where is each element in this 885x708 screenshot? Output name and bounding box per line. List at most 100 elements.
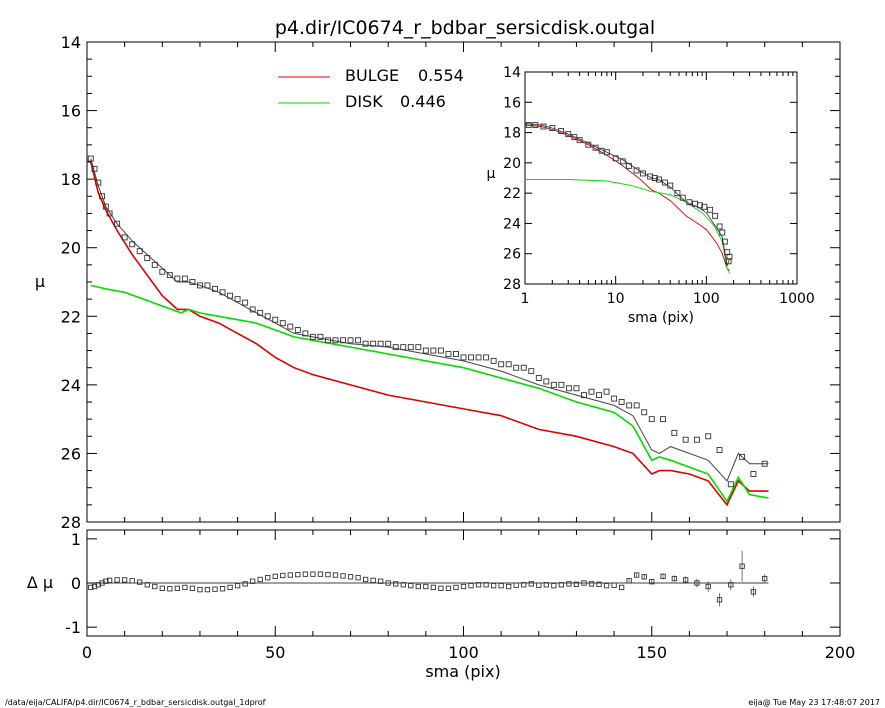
residual-data-point <box>114 577 120 583</box>
main-data-point <box>189 279 196 285</box>
main-data-point <box>543 378 550 385</box>
main-data-point <box>151 261 158 268</box>
residual-data-point <box>325 571 331 578</box>
main-data-point <box>392 344 399 351</box>
inset-xtick-label: 100 <box>693 291 720 307</box>
inset-data-point <box>633 167 640 174</box>
main-data-point <box>611 395 618 402</box>
main-data-point <box>355 337 362 344</box>
residual-data-point <box>265 575 271 581</box>
residual-data-point <box>174 585 181 591</box>
main-data-point <box>106 210 113 217</box>
residual-xtick-label: 150 <box>636 643 667 662</box>
main-data-point <box>129 241 136 248</box>
main-data-point <box>437 347 444 354</box>
legend-bulge-label: BULGE <box>345 66 399 85</box>
residual-data-point <box>144 582 150 588</box>
inset-xtick-label: 1000 <box>779 291 815 307</box>
main-data-point <box>520 364 527 371</box>
main-data-point <box>596 392 602 399</box>
main-data-point <box>121 234 128 241</box>
main-data-point <box>159 268 166 275</box>
main-data-point <box>588 388 595 395</box>
residual-data-point <box>242 581 248 587</box>
main-data-point <box>483 354 490 361</box>
inset-data-point <box>592 144 599 151</box>
residual-data-point <box>694 580 700 586</box>
main-data-point <box>626 402 633 409</box>
residual-data-point <box>121 577 128 583</box>
main-data-point <box>166 272 173 279</box>
residual-data-point <box>581 580 587 586</box>
inset-ytick-label: 28 <box>503 277 521 293</box>
residual-data-point <box>152 583 158 590</box>
residual-ytick-label: 1 <box>71 530 81 549</box>
main-ytick-label: 20 <box>61 239 81 258</box>
residual-data-point <box>596 581 602 587</box>
inset-data-point <box>721 238 728 245</box>
chart-title: p4.dir/IC0674_r_bdbar_sersicdisk.outgal <box>275 17 655 39</box>
residual-xtick-label: 200 <box>825 643 856 662</box>
main-data-point <box>750 471 757 477</box>
residual-data-point <box>762 575 768 582</box>
main-data-point <box>242 299 249 306</box>
residual-data-point <box>438 585 444 591</box>
residual-xtick-label: 100 <box>448 643 479 662</box>
main-data-point <box>102 203 109 210</box>
main-data-point <box>618 399 625 405</box>
main-xlabel: sma (pix) <box>425 662 500 681</box>
inset-ytick-label: 24 <box>503 216 521 232</box>
main-data-point <box>234 296 241 303</box>
inset-ytick-label: 14 <box>503 65 521 81</box>
residual-data-point <box>219 586 226 592</box>
residual-data-point <box>408 583 414 589</box>
main-data-point <box>196 282 203 289</box>
residual-ylabel: Δ μ <box>27 573 53 592</box>
main-data-point <box>279 320 286 327</box>
main-data-point <box>430 347 437 354</box>
residual-data-point <box>355 575 361 581</box>
inset-data-point <box>640 170 646 177</box>
main-data-point <box>287 323 294 330</box>
residual-xtick-label: 0 <box>82 643 92 662</box>
inset-data-point <box>532 122 539 128</box>
residual-data-point <box>750 589 757 595</box>
main-data-point <box>415 344 422 351</box>
residual-data-point <box>660 573 666 580</box>
residual-data-point <box>347 574 354 580</box>
legend-disk-label: DISK <box>345 92 383 111</box>
inset-data-point <box>558 128 565 135</box>
inset-data-point <box>540 123 547 130</box>
main-data-point <box>181 275 188 282</box>
main-data-point <box>660 416 666 423</box>
main-series-bulge <box>90 161 769 507</box>
main-data-point <box>565 385 572 392</box>
residual-data-point <box>543 582 549 588</box>
main-data-point <box>302 330 309 337</box>
residual-data-point <box>272 573 278 580</box>
residual-data-point <box>182 584 188 591</box>
inset-xtick-label: 10 <box>607 291 625 307</box>
residual-data-point <box>634 572 640 578</box>
residual-data-point <box>106 577 113 584</box>
residual-data-point <box>317 571 324 577</box>
main-data-point <box>550 381 557 388</box>
main-ytick-label: 22 <box>61 307 81 326</box>
residual-data-point <box>618 584 625 591</box>
main-data-point <box>95 179 102 186</box>
inset-data-point <box>576 137 583 144</box>
main-data-point <box>535 375 542 381</box>
main-data-point <box>400 344 407 351</box>
main-data-point <box>249 306 256 313</box>
main-data-point <box>309 333 316 340</box>
residual-data-point <box>430 584 437 591</box>
residual-data-point <box>566 581 572 587</box>
residual-data-point <box>88 584 94 591</box>
main-data-point <box>498 361 505 368</box>
residual-data-point <box>302 571 309 577</box>
residual-data-point <box>385 580 391 586</box>
main-data-point <box>212 285 218 292</box>
residual-data-point <box>393 581 399 587</box>
inset-data-point <box>662 179 668 186</box>
residual-data-point <box>453 584 459 591</box>
